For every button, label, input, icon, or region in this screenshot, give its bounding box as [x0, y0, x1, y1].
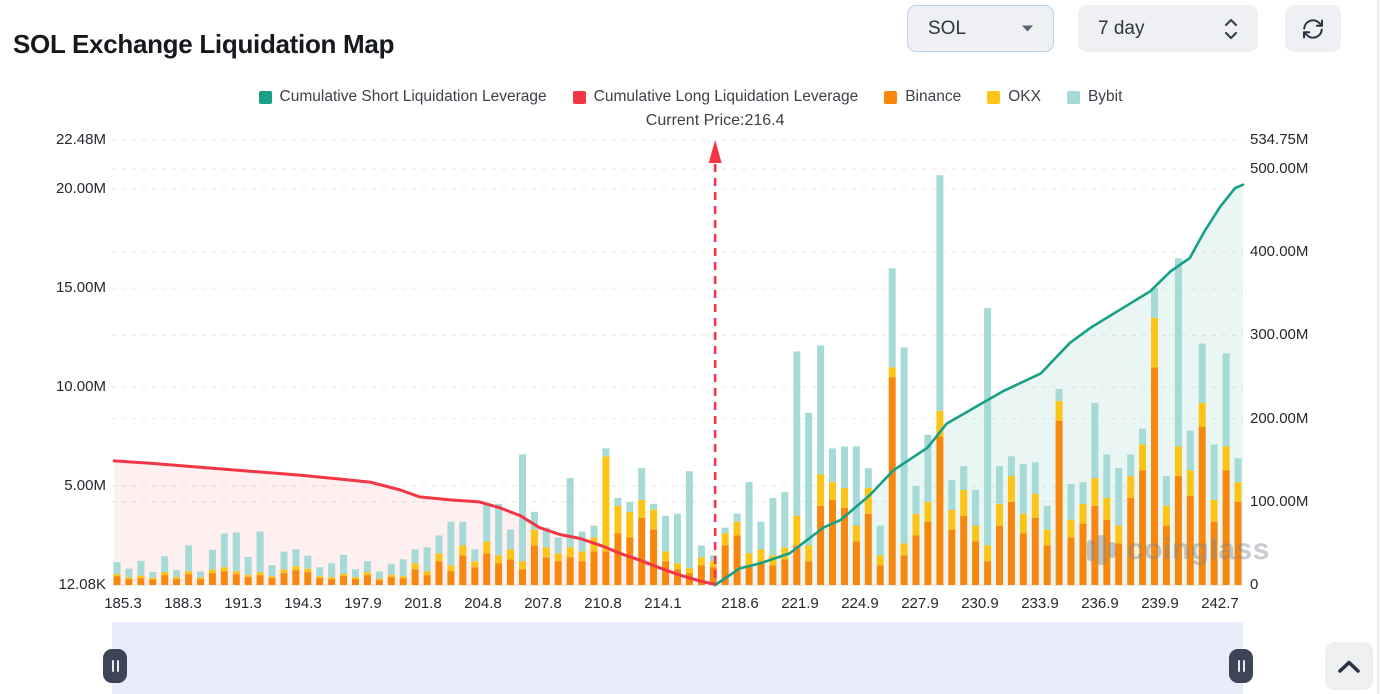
legend-label: Binance — [905, 88, 962, 105]
legend-swatch — [258, 90, 272, 104]
y-axis-left-tick: 22.48M — [55, 131, 106, 148]
collapse-chart-button[interactable] — [1325, 642, 1373, 690]
y-axis-left-tick: 12.08K — [58, 575, 106, 593]
x-axis-tick: 185.3 — [104, 595, 142, 612]
x-axis-tick: 214.1 — [644, 595, 682, 612]
x-axis-tick: 227.9 — [901, 595, 939, 612]
chevron-up-icon — [1338, 660, 1360, 673]
legend-item[interactable]: Cumulative Long Liquidation Leverage — [572, 88, 859, 106]
legend-label: Cumulative Long Liquidation Leverage — [593, 88, 859, 105]
y-axis-right-tick: 100.00M — [1250, 492, 1309, 510]
chart-legend: Cumulative Short Liquidation Leverage Cum… — [0, 88, 1381, 106]
legend-label: Cumulative Short Liquidation Leverage — [279, 88, 547, 105]
x-axis-tick: 239.9 — [1141, 595, 1179, 612]
y-axis-left-tick: 20.00M — [55, 180, 106, 198]
y-axis-right-tick: 500.00M — [1250, 159, 1309, 177]
caret-down-icon — [1022, 25, 1033, 32]
x-axis-tick: 188.3 — [164, 595, 202, 612]
x-axis-tick: 197.9 — [344, 595, 382, 612]
legend-item[interactable]: Binance — [884, 88, 961, 106]
legend-label: OKX — [1008, 88, 1041, 105]
x-axis-tick: 207.8 — [524, 595, 562, 612]
coinglass-logo-icon — [1087, 535, 1116, 565]
y-axis-left-tick: 15.00M — [55, 279, 106, 297]
legend-item[interactable]: Bybit — [1066, 88, 1123, 106]
legend-swatch — [572, 90, 586, 104]
y-axis-left-tick: 10.00M — [55, 378, 106, 396]
coinglass-watermark-text: coinglass — [1127, 533, 1270, 566]
range-slider-right-handle[interactable] — [1229, 649, 1253, 683]
range-slider-left-handle[interactable] — [103, 649, 127, 683]
x-axis-tick: 233.9 — [1021, 595, 1059, 612]
coinglass-watermark: coinglass — [1086, 531, 1270, 569]
y-axis-right-tick: 0 — [1250, 576, 1259, 593]
legend-swatch — [1066, 90, 1080, 104]
legend-item[interactable]: OKX — [987, 88, 1041, 106]
current-price-label: Current Price:216.4 — [645, 112, 785, 129]
x-axis-tick: 242.7 — [1201, 595, 1239, 612]
x-axis-tick: 230.9 — [961, 595, 999, 612]
x-axis-tick: 236.9 — [1081, 595, 1119, 612]
refresh-icon — [1303, 18, 1323, 39]
panel-border — [1377, 0, 1379, 694]
x-axis-tick: 201.8 — [404, 595, 442, 612]
stepper-up-down-icon — [1224, 18, 1238, 39]
period-select[interactable]: 7 day — [1078, 5, 1258, 52]
legend-label: Bybit — [1087, 88, 1123, 105]
symbol-select[interactable]: SOL — [907, 5, 1054, 52]
y-axis-right-tick: 400.00M — [1250, 243, 1309, 261]
x-axis-tick: 224.9 — [841, 595, 879, 612]
refresh-button[interactable] — [1285, 5, 1341, 52]
x-axis-tick: 210.8 — [584, 595, 622, 612]
x-axis-tick: 218.6 — [721, 595, 759, 612]
x-axis-tick: 191.3 — [224, 595, 262, 612]
period-select-value: 7 day — [1098, 17, 1145, 39]
y-axis-right-tick: 300.00M — [1250, 326, 1309, 344]
x-axis-tick: 194.3 — [284, 595, 322, 612]
y-axis-left-tick: 5.00M — [64, 477, 106, 495]
symbol-select-value: SOL — [928, 17, 967, 39]
y-axis-right-tick: 200.00M — [1250, 409, 1309, 427]
y-axis-right-tick: 534.75M — [1250, 131, 1309, 148]
x-axis-tick: 204.8 — [464, 595, 502, 612]
legend-item[interactable]: Cumulative Short Liquidation Leverage — [258, 88, 547, 106]
page-title: SOL Exchange Liquidation Map — [13, 29, 395, 60]
range-slider-track[interactable] — [112, 622, 1243, 694]
legend-swatch — [987, 90, 1001, 104]
legend-swatch — [884, 90, 898, 104]
x-axis-tick: 221.9 — [781, 595, 819, 612]
